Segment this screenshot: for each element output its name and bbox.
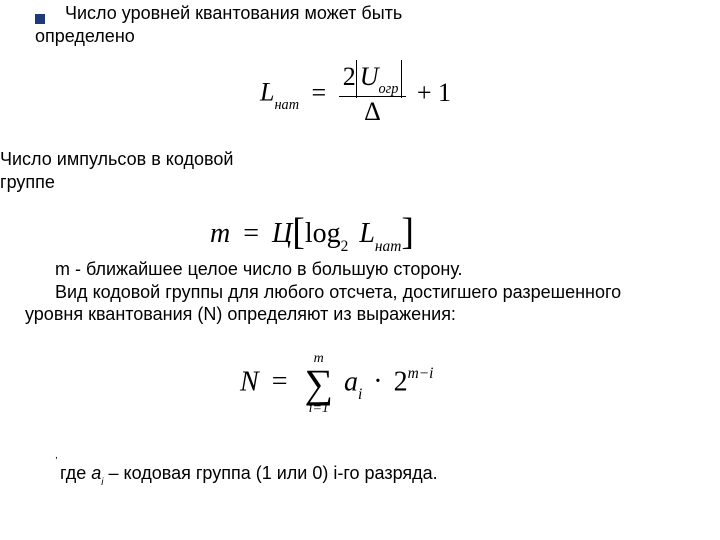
f3-sum: m ∑ i=1 [304, 352, 333, 416]
para3-line1: m - ближайшее целое число в большую стор… [55, 259, 463, 279]
f3-base: 2 [394, 366, 408, 397]
f3-exp: m−i [408, 365, 434, 382]
f1-lhs-sub: нат [274, 97, 299, 113]
f2-log: log [305, 218, 341, 249]
f1-lhs-var: L [260, 78, 274, 107]
para-impulses: Число импульсов в кодовой группе [0, 148, 280, 193]
f3-dot: · [369, 366, 386, 397]
comma-char: , [55, 450, 58, 461]
f1-fraction: 2Uогр Δ [339, 62, 407, 127]
f3-eq: = [266, 366, 294, 397]
para1-text: Число уровней квантования может быть опр… [35, 3, 402, 46]
f1-num-sub: огр [379, 81, 399, 97]
f1-num-coef: 2 [343, 62, 356, 91]
f3-lhs: N [240, 366, 259, 397]
formula-m: m = Ц[log2 Lнат] [210, 208, 414, 254]
para-where-ai: где ai – кодовая группа (1 или 0) i-го р… [35, 462, 465, 488]
f1-num-var: U [360, 62, 379, 91]
para-m-explain: m - ближайшее целое число в большую стор… [25, 258, 665, 326]
f3-ai-sub: i [358, 386, 362, 403]
f1-eq: = [306, 78, 333, 107]
f2-eq: = [237, 218, 265, 249]
para4-pre: где [60, 463, 91, 483]
f2-arg-sub: нат [375, 238, 401, 255]
formula-lnat: Lнат = 2Uогр Δ + 1 [260, 62, 451, 127]
formula-n: N = m ∑ i=1 ai · 2m−i [240, 352, 433, 416]
para4-post: – кодовая группа (1 или 0) i-го разряда. [104, 463, 438, 483]
para4-var-sub: i [101, 477, 103, 488]
f1-den: Δ [339, 97, 407, 127]
f2-arg-var: L [359, 218, 375, 249]
f2-lhs: m [210, 218, 230, 249]
f3-ai-var: a [344, 366, 358, 397]
para2-text: Число импульсов в кодовой группе [0, 149, 233, 192]
para3-rest: Вид кодовой группы для любого отсчета, д… [25, 282, 621, 325]
comma-line: , [55, 450, 58, 463]
f3-sum-lower: i=1 [309, 401, 329, 416]
f2-log-base: 2 [341, 238, 349, 255]
para4-var: a [91, 463, 101, 483]
f2-func: Ц [272, 218, 292, 249]
f1-plus: + 1 [413, 78, 451, 107]
para-quant-levels: Число уровней квантования может быть опр… [35, 2, 475, 47]
